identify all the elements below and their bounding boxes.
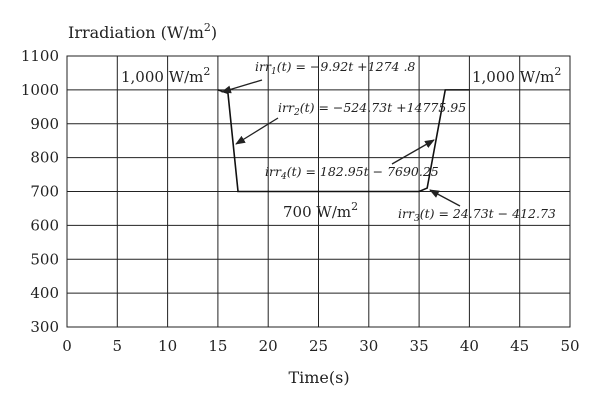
level-label-bottom: 700 W/m2	[283, 200, 358, 221]
x-tick-label: 25	[309, 337, 328, 355]
y-tick-label: 700	[30, 183, 59, 201]
equation-irr4: irr4(t) = 182.95t − 7690.25	[265, 164, 439, 182]
x-tick-label: 5	[113, 337, 123, 355]
x-tick-label: 0	[62, 337, 72, 355]
equation-irr2: irr2(t) = −524.73t +14775.95	[278, 100, 466, 118]
series-group	[217, 89, 470, 193]
x-tick-label: 20	[259, 337, 278, 355]
x-tick-label: 45	[510, 337, 529, 355]
equation-irr1: irr1(t) = −9.92t +1274 .8	[255, 59, 415, 77]
level-label-right: 1,000 W/m2	[472, 65, 561, 86]
y-tick-label: 800	[30, 149, 59, 167]
x-tick-labels: 0 5 10 15 20 25 30 35 40 45 50	[62, 337, 579, 355]
arrow-irr1	[221, 79, 263, 94]
x-tick-label: 40	[460, 337, 479, 355]
irradiation-series-line	[217, 89, 470, 193]
y-tick-label: 1100	[21, 47, 59, 65]
x-tick-label: 10	[158, 337, 177, 355]
y-tick-label: 500	[30, 250, 59, 268]
arrow-irr2	[235, 117, 279, 145]
x-tick-label: 30	[359, 337, 378, 355]
x-tick-label: 50	[560, 337, 579, 355]
y-tick-labels: 300 400 500 600 700 800 900 1000 1100	[21, 47, 59, 336]
equation-irr3: irr3(t) = 24.73t − 412.73	[398, 206, 556, 224]
level-label-left: 1,000 W/m2	[121, 65, 210, 86]
y-tick-label: 300	[30, 318, 59, 336]
y-tick-label: 1000	[21, 81, 59, 99]
y-axis-label: Irradiation (W/m2)	[68, 21, 217, 42]
arrow-irr4	[391, 139, 435, 165]
plot-frame	[66, 55, 571, 328]
x-tick-label: 35	[410, 337, 429, 355]
x-tick-label: 15	[208, 337, 227, 355]
y-tick-label: 900	[30, 115, 59, 133]
y-tick-label: 400	[30, 284, 59, 302]
y-tick-label: 600	[30, 216, 59, 234]
x-axis-label: Time(s)	[288, 368, 349, 387]
arrow-irr3	[429, 189, 461, 207]
